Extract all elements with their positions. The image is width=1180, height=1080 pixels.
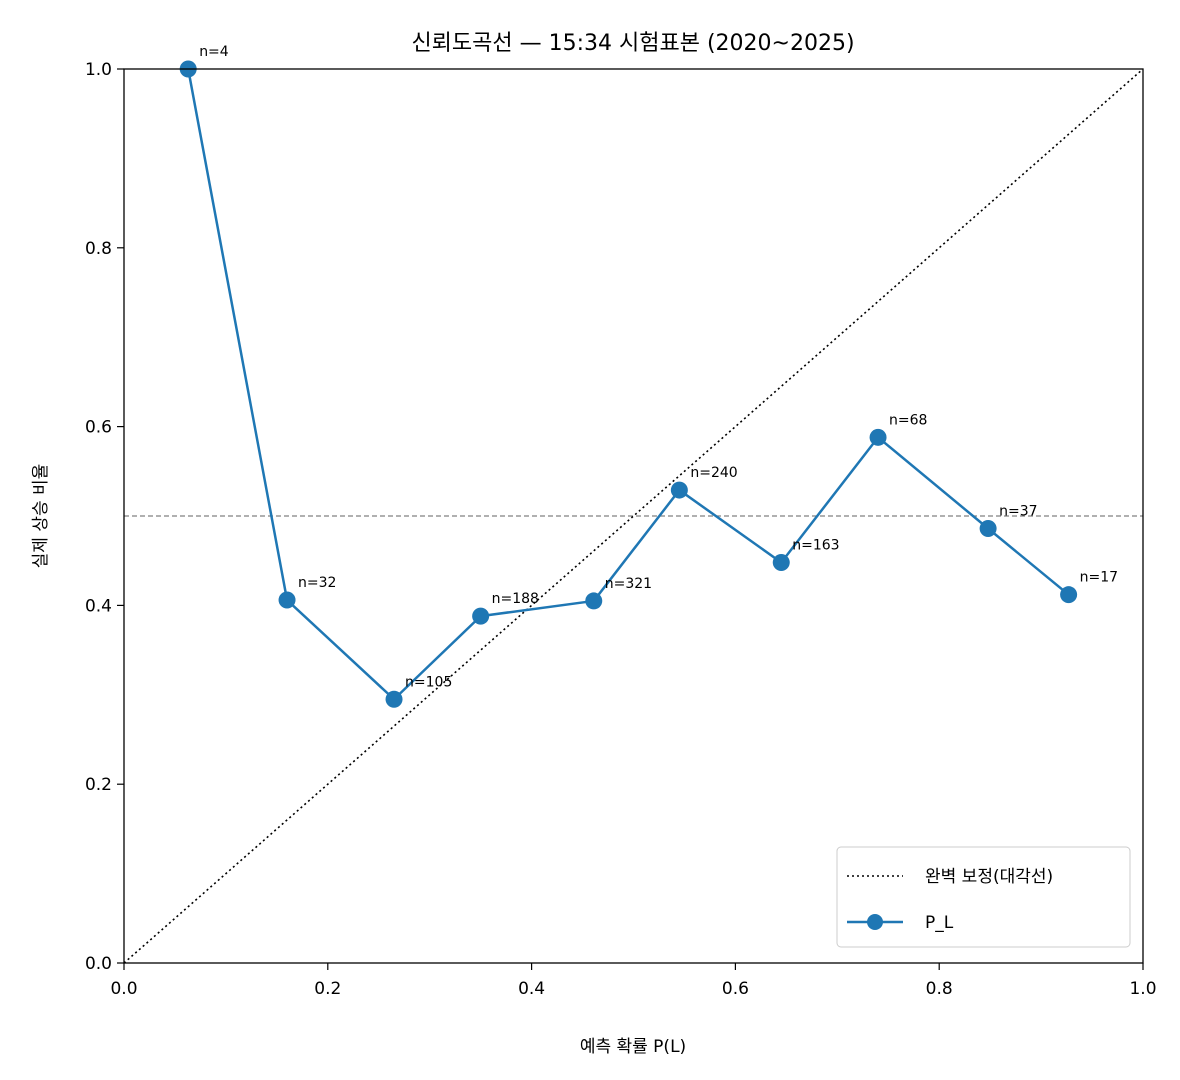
x-tick-label: 1.0 <box>1129 979 1156 999</box>
data-point <box>472 607 490 625</box>
y-axis-label: 실제 상승 비율 <box>31 464 51 569</box>
perfect-calibration-line <box>123 68 1144 964</box>
plot-area: 0.0 0.2 0.4 0.6 0.8 1.0 0.0 0.2 0.4 0.6 0.8 1.0 n=4 n… <box>85 44 1157 999</box>
series-line <box>186 68 1070 701</box>
y-tick-label: 0.8 <box>85 239 112 259</box>
x-tick-label: 0.6 <box>722 979 749 999</box>
data-label: n=163 <box>792 537 839 553</box>
legend-series-marker <box>867 914 883 930</box>
y-tick-label: 0.2 <box>85 775 112 795</box>
data-label: n=105 <box>405 674 452 690</box>
y-tick-label: 0.6 <box>85 418 112 438</box>
x-tick-label: 0.0 <box>110 979 137 999</box>
data-label: n=68 <box>889 412 927 428</box>
data-point <box>1060 586 1078 604</box>
data-point <box>869 428 887 446</box>
data-point <box>385 690 403 708</box>
legend-reference-label: 완벽 보정(대각선) <box>925 867 1053 887</box>
data-label: n=32 <box>298 575 336 591</box>
data-label: n=321 <box>605 576 652 592</box>
data-label: n=240 <box>690 465 737 481</box>
y-tick-label: 1.0 <box>85 60 112 80</box>
data-label: n=17 <box>1080 570 1118 586</box>
y-tick-label: 0.4 <box>85 596 112 616</box>
data-point <box>772 553 790 571</box>
x-tick-label: 0.2 <box>314 979 341 999</box>
data-label: n=4 <box>199 44 229 60</box>
data-point <box>670 481 688 499</box>
x-tick-label: 0.4 <box>518 979 545 999</box>
axes-frame <box>123 68 1144 964</box>
legend-series-label: P_L <box>925 913 954 933</box>
legend: 완벽 보정(대각선) P_L <box>836 846 1131 948</box>
data-point <box>979 520 997 538</box>
data-point <box>585 592 603 610</box>
data-label: n=37 <box>999 504 1037 520</box>
x-tick-label: 0.8 <box>926 979 953 999</box>
y-tick-label: 0.0 <box>85 954 112 974</box>
legend-box <box>836 846 1131 948</box>
chart-title: 신뢰도곡선 — 15:34 시험표본 (2020~2025) <box>411 31 854 56</box>
data-point <box>278 591 296 609</box>
data-label: n=188 <box>492 591 539 607</box>
x-axis-label: 예측 확률 P(L) <box>580 1037 686 1057</box>
